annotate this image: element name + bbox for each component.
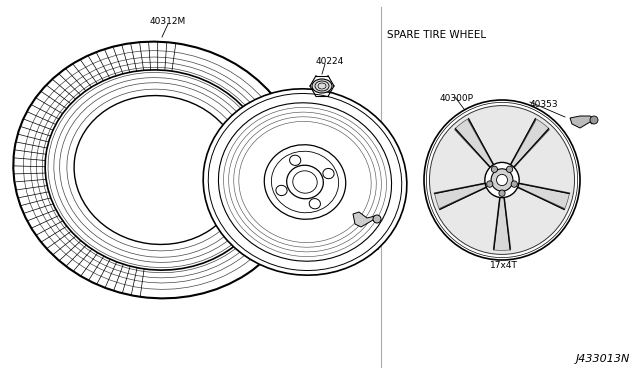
Ellipse shape xyxy=(218,103,392,261)
Text: 40312M: 40312M xyxy=(150,17,186,26)
Polygon shape xyxy=(510,119,548,167)
Polygon shape xyxy=(570,116,594,128)
Text: J433013N: J433013N xyxy=(575,354,630,364)
Text: 40300P: 40300P xyxy=(440,94,474,103)
Ellipse shape xyxy=(485,163,519,198)
Ellipse shape xyxy=(203,89,407,275)
Ellipse shape xyxy=(424,100,580,260)
Ellipse shape xyxy=(289,155,301,166)
Ellipse shape xyxy=(499,190,505,196)
Ellipse shape xyxy=(323,169,334,179)
Ellipse shape xyxy=(492,166,497,173)
Text: 18x4T: 18x4T xyxy=(490,248,518,257)
Ellipse shape xyxy=(506,166,513,173)
Ellipse shape xyxy=(276,185,287,196)
Polygon shape xyxy=(353,212,377,227)
Ellipse shape xyxy=(287,165,323,199)
Ellipse shape xyxy=(429,106,575,254)
Text: 40353: 40353 xyxy=(530,100,559,109)
Ellipse shape xyxy=(373,215,381,223)
Polygon shape xyxy=(455,119,493,167)
Ellipse shape xyxy=(312,79,332,93)
Ellipse shape xyxy=(13,42,303,298)
Polygon shape xyxy=(435,183,486,209)
Polygon shape xyxy=(494,197,510,250)
Ellipse shape xyxy=(264,145,346,219)
Ellipse shape xyxy=(491,169,513,191)
Ellipse shape xyxy=(309,199,321,209)
Text: 40311: 40311 xyxy=(352,243,381,252)
Text: SPARE TIRE WHEEL: SPARE TIRE WHEEL xyxy=(387,30,486,40)
Polygon shape xyxy=(518,183,570,209)
Ellipse shape xyxy=(590,116,598,124)
Text: 40300P: 40300P xyxy=(245,177,279,186)
Ellipse shape xyxy=(497,174,508,186)
Text: 17x4T: 17x4T xyxy=(490,261,518,270)
Ellipse shape xyxy=(45,70,271,270)
Ellipse shape xyxy=(511,181,517,187)
Ellipse shape xyxy=(74,96,242,244)
Text: 40224: 40224 xyxy=(316,57,344,66)
Ellipse shape xyxy=(486,181,493,187)
